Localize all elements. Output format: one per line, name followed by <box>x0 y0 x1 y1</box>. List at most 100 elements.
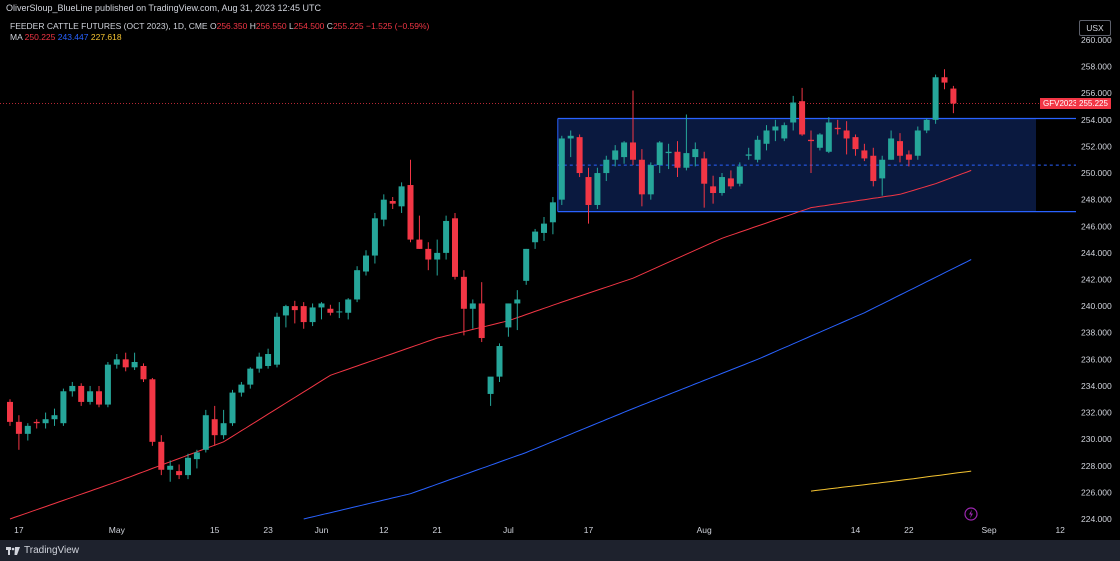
candle <box>256 352 263 373</box>
candle <box>398 182 405 213</box>
change-value: −1.525 (−0.59%) <box>366 21 430 31</box>
candle-body <box>247 368 254 385</box>
candle <box>665 143 672 170</box>
y-tick-label: 246.000 <box>1081 221 1112 231</box>
legend-ma-row[interactable]: MA 250.225 243.447 227.618 <box>10 32 429 43</box>
x-tick-label: Sep <box>981 525 996 535</box>
candle-body <box>185 457 191 476</box>
candle <box>781 122 788 142</box>
ma3-value: 227.618 <box>90 32 122 42</box>
candle <box>247 367 254 389</box>
candle <box>843 121 850 155</box>
candle-body <box>416 239 423 249</box>
x-tick-label: Jul <box>503 525 514 535</box>
candle-body <box>772 126 779 131</box>
candle-body <box>300 306 307 323</box>
candle-body <box>790 102 797 123</box>
y-tick-label: 254.000 <box>1081 115 1112 125</box>
candle <box>496 343 503 382</box>
candle-body <box>78 385 85 402</box>
candle-body <box>674 151 681 168</box>
high-value: 256.550 <box>255 21 287 31</box>
candle-body <box>514 299 521 304</box>
candle <box>825 117 832 154</box>
candle-body <box>665 151 672 154</box>
candle-body <box>914 130 921 156</box>
candle <box>541 216 547 241</box>
x-tick-label: 12 <box>379 525 389 535</box>
footer-bar: TradingView <box>0 540 1120 561</box>
candle <box>193 449 200 469</box>
candle-body <box>621 142 628 158</box>
price-chart[interactable]: 260.000 258.000 256.000 254.000 252.000 250.0… <box>0 0 1120 540</box>
candle <box>487 376 494 406</box>
candle <box>7 399 13 426</box>
candle <box>60 388 67 426</box>
candle-body <box>345 299 352 313</box>
candle-body <box>825 122 832 152</box>
x-tick-label: 22 <box>904 525 914 535</box>
candle-body <box>478 303 485 339</box>
candle <box>69 381 76 397</box>
candle <box>158 435 165 476</box>
tradingview-logo[interactable]: TradingView <box>6 545 79 556</box>
y-tick-label: 226.000 <box>1081 487 1112 497</box>
candle <box>229 389 236 426</box>
symbol-title[interactable]: FEEDER CATTLE FUTURES (OCT 2023), 1D, CM… <box>10 21 208 31</box>
candle <box>674 141 681 178</box>
candle <box>185 453 191 480</box>
candle <box>701 151 708 208</box>
candle-body <box>861 150 868 159</box>
candle <box>407 159 414 243</box>
candle-body <box>60 391 67 424</box>
candle <box>719 173 725 196</box>
candle-body <box>229 392 236 424</box>
candle <box>345 298 352 320</box>
candle <box>754 135 761 163</box>
candle <box>799 87 806 136</box>
candle <box>808 130 814 174</box>
y-tick-label: 232.000 <box>1081 408 1112 418</box>
y-tick-label: 250.000 <box>1081 168 1112 178</box>
candle-body <box>763 130 770 144</box>
x-tick-label: 17 <box>14 525 24 535</box>
candle <box>950 85 957 114</box>
ma-label: MA <box>10 32 23 42</box>
low-label: L <box>288 21 294 31</box>
y-tick-label: 242.000 <box>1081 275 1112 285</box>
candle-body <box>176 471 183 476</box>
candle <box>24 423 31 441</box>
candle <box>505 303 512 337</box>
candle <box>211 405 218 446</box>
candle-body <box>719 177 725 194</box>
candle-body <box>87 391 94 402</box>
candle-body <box>202 415 209 450</box>
candle <box>683 114 690 171</box>
candle <box>638 149 645 207</box>
candle-body <box>309 307 316 323</box>
candle <box>656 141 663 174</box>
candle <box>96 385 102 408</box>
currency-button[interactable]: USX <box>1079 20 1111 36</box>
candle <box>647 162 654 200</box>
x-tick-label: 14 <box>851 525 861 535</box>
candle <box>87 385 94 405</box>
candle-body <box>897 141 903 156</box>
x-tick-label: 12 <box>1055 525 1065 535</box>
lightning-icon[interactable] <box>964 507 978 521</box>
candle <box>416 215 423 249</box>
candle <box>558 135 565 205</box>
candle-body <box>452 218 458 277</box>
candle-body <box>158 441 165 470</box>
candle <box>816 133 823 151</box>
candle-body <box>701 158 708 184</box>
y-tick-label: 238.000 <box>1081 328 1112 338</box>
candle <box>282 304 289 328</box>
candle <box>389 197 396 209</box>
candle-body <box>443 220 450 253</box>
candle-body <box>282 306 289 316</box>
ma-line-1 <box>9 169 972 520</box>
ma-line-2 <box>303 259 972 520</box>
candle <box>514 290 521 331</box>
candle <box>42 412 49 429</box>
